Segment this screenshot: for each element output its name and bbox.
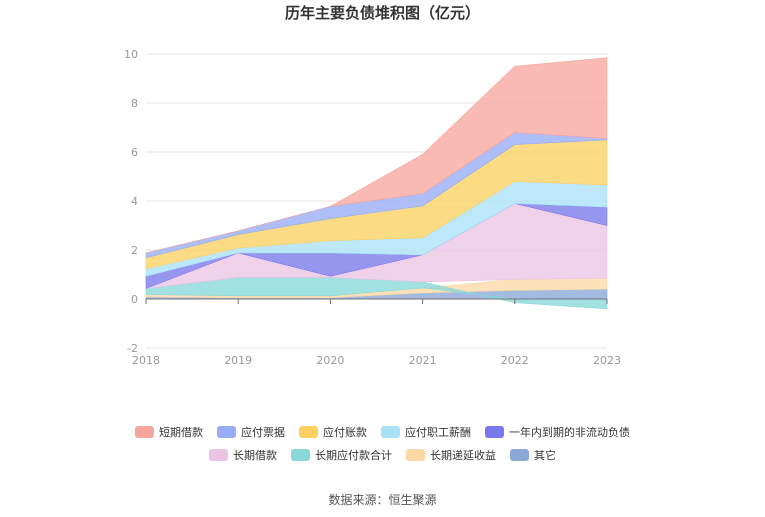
- legend-item[interactable]: 长期应付款合计: [291, 447, 392, 463]
- legend-item[interactable]: 长期递延收益: [406, 447, 496, 463]
- legend-row-2: 长期借款 长期应付款合计 长期递延收益 其它: [0, 447, 765, 463]
- legend-swatch: [485, 426, 504, 438]
- legend-label: 长期应付款合计: [315, 449, 392, 462]
- legend-item[interactable]: 其它: [510, 447, 556, 463]
- x-tick-label: 2022: [501, 354, 529, 367]
- legend-swatch: [291, 449, 310, 461]
- series-areas: [145, 57, 608, 310]
- axes: -2 0 2 4 6 8 10 2018 2019 2020 2021 2022 2023: [124, 48, 621, 367]
- legend-label: 长期借款: [233, 449, 277, 462]
- legend-swatch: [381, 426, 400, 438]
- legend-item[interactable]: 长期借款: [209, 447, 277, 463]
- legend-swatch: [510, 449, 529, 461]
- x-tick-label: 2018: [132, 354, 160, 367]
- x-tick-label: 2021: [409, 354, 437, 367]
- y-tick-label: 6: [131, 146, 138, 159]
- data-source: 数据来源：恒生聚源: [328, 493, 437, 507]
- area-短期借款: [145, 57, 608, 254]
- legend-label: 应付职工薪酬: [405, 426, 471, 439]
- legend-item[interactable]: 一年内到期的非流动负债: [485, 424, 630, 440]
- x-tick-label: 2020: [316, 354, 344, 367]
- legend-swatch: [135, 426, 154, 438]
- legend-label: 短期借款: [159, 426, 203, 439]
- legend-swatch: [217, 426, 236, 438]
- legend-row-1: 短期借款 应付票据 应付账款 应付职工薪酬 一年内到期的非流动负债: [0, 424, 765, 440]
- legend-label: 一年内到期的非流动负债: [509, 426, 630, 439]
- y-tick-label: 4: [131, 195, 138, 208]
- x-tick-label: 2019: [224, 354, 252, 367]
- y-tick-label: 2: [131, 244, 138, 257]
- legend-item[interactable]: 应付职工薪酬: [381, 424, 471, 440]
- stacked-area-chart: -2 0 2 4 6 8 10 2018 2019 2020 2021 2022 2023: [124, 48, 621, 367]
- chart-title: 历年主要负债堆积图（亿元）: [284, 4, 480, 22]
- legend-label: 其它: [534, 449, 556, 462]
- legend-swatch: [299, 426, 318, 438]
- legend: 短期借款 应付票据 应付账款 应付职工薪酬 一年内到期的非流动负债 长期借款 长期应付款合…: [0, 424, 765, 470]
- legend-item[interactable]: 应付账款: [299, 424, 367, 440]
- y-tick-label: 8: [131, 97, 138, 110]
- x-tick-label: 2023: [593, 354, 621, 367]
- legend-swatch: [209, 449, 228, 461]
- y-tick-label: 0: [131, 293, 138, 306]
- legend-item[interactable]: 短期借款: [135, 424, 203, 440]
- y-tick-label: 10: [124, 48, 138, 61]
- legend-label: 应付账款: [323, 426, 367, 439]
- legend-swatch: [406, 449, 425, 461]
- y-tick-label: -2: [127, 342, 138, 355]
- legend-item[interactable]: 应付票据: [217, 424, 285, 440]
- legend-label: 长期递延收益: [430, 449, 496, 462]
- legend-label: 应付票据: [241, 426, 285, 439]
